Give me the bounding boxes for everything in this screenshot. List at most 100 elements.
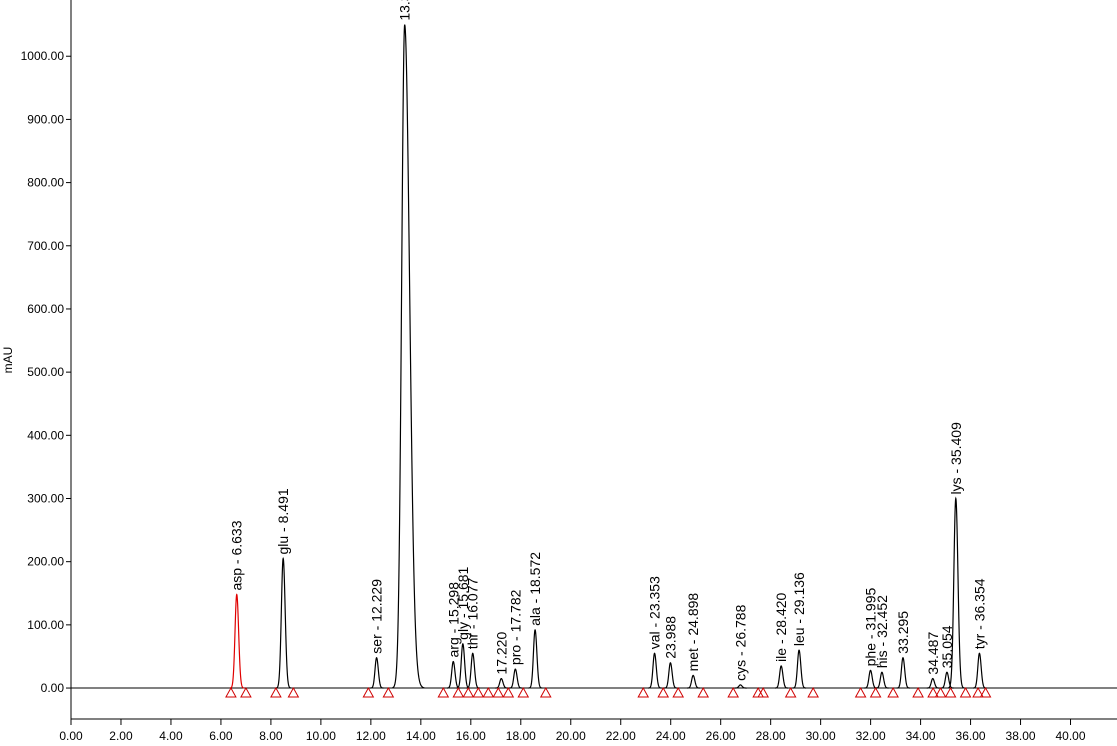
peak-label: 34.487 (925, 632, 941, 675)
baseline-mark (944, 687, 957, 698)
x-tick-label: 14.00 (406, 729, 436, 743)
peak-label: 13.354 (397, 0, 413, 21)
baseline-mark (757, 687, 770, 698)
peak (734, 684, 748, 689)
peak (792, 649, 807, 689)
peak (875, 671, 889, 689)
y-tick-label: 600.00 (27, 302, 64, 316)
peak-label: 17.220 (493, 632, 509, 675)
baseline-mark (784, 687, 797, 698)
baseline-mark (807, 687, 819, 698)
peak-label: thr - 16.077 (465, 577, 481, 649)
baseline-mark (240, 687, 252, 698)
baseline-mark (727, 687, 740, 698)
y-tick-label: 500.00 (27, 365, 64, 379)
y-tick-label: 900.00 (27, 112, 64, 126)
peak (495, 677, 508, 689)
y-tick-label: 1000.00 (21, 49, 65, 63)
baseline-mark (657, 687, 670, 698)
peak-label: 33.295 (895, 611, 911, 654)
peak (392, 24, 425, 689)
peak (973, 652, 987, 689)
baseline-mark (697, 687, 710, 698)
peak-label: gly - 15.681 (455, 566, 471, 639)
peak (774, 665, 788, 689)
peak-label: cys - 26.788 (732, 604, 748, 680)
x-tick-label: 8.00 (259, 729, 283, 743)
baseline-mark (927, 687, 939, 698)
x-tick-label: 6.00 (209, 729, 233, 743)
x-tick-label: 40.00 (1056, 729, 1086, 743)
x-tick-label: 38.00 (1006, 729, 1036, 743)
peak (528, 629, 543, 689)
baseline-mark (869, 687, 882, 698)
baseline-mark (492, 687, 505, 698)
y-tick-label: 700.00 (27, 239, 64, 253)
peak-label: his - 32.452 (874, 595, 890, 668)
peak-label: tyr - 36.354 (971, 578, 987, 649)
x-tick-label: 34.00 (906, 729, 936, 743)
baseline-mark (517, 687, 530, 698)
x-tick-label: 20.00 (556, 729, 586, 743)
peak (229, 593, 245, 689)
baseline-mark (637, 687, 650, 698)
x-tick-label: 10.00 (306, 729, 336, 743)
x-tick-label: 2.00 (109, 729, 133, 743)
x-tick-label: 4.00 (159, 729, 183, 743)
x-tick-label: 22.00 (606, 729, 636, 743)
peak-label: leu - 29.136 (791, 572, 807, 646)
baseline-mark (502, 687, 515, 698)
baseline-mark (382, 687, 395, 698)
y-tick-label: 800.00 (27, 176, 64, 190)
peak-label: met - 24.898 (685, 593, 701, 672)
peak-label: pro - 17.782 (507, 589, 523, 665)
x-tick-label: 26.00 (706, 729, 736, 743)
baseline-mark (959, 687, 972, 698)
y-tick-label: 100.00 (27, 618, 64, 632)
peak (370, 656, 384, 689)
peak-label: glu - 8.491 (275, 488, 291, 554)
baseline-mark (462, 687, 475, 698)
baseline-mark (934, 687, 947, 698)
y-tick-label: 300.00 (27, 491, 64, 505)
baseline-mark (912, 687, 924, 698)
peak (466, 652, 480, 689)
peak-label: lys - 35.409 (948, 422, 964, 495)
y-tick-label: 400.00 (27, 428, 64, 442)
baseline-mark (225, 687, 237, 698)
y-axis-label: mAU (1, 347, 15, 374)
peak-label: 35.054 (939, 625, 955, 668)
peak (687, 674, 700, 689)
x-tick-label: 30.00 (806, 729, 836, 743)
baseline-mark (979, 687, 992, 698)
baseline-mark (887, 687, 899, 698)
baseline-mark (287, 687, 300, 698)
x-tick-label: 36.00 (956, 729, 986, 743)
peak-label: asp - 6.633 (229, 520, 245, 590)
baseline-mark (672, 687, 685, 698)
baseline-mark (437, 687, 450, 698)
x-tick-label: 32.00 (856, 729, 886, 743)
y-tick-label: 200.00 (27, 555, 64, 569)
baseline-mark (452, 687, 465, 698)
peak (926, 677, 940, 689)
x-tick-label: 28.00 (756, 729, 786, 743)
x-tick-label: 16.00 (456, 729, 486, 743)
peak (864, 669, 878, 689)
peak (275, 557, 292, 689)
x-tick-label: 0.00 (59, 729, 83, 743)
y-tick-label: 0.00 (41, 681, 65, 695)
baseline-mark (854, 687, 867, 698)
peak (648, 652, 662, 689)
baseline-mark (482, 687, 495, 698)
peak (896, 656, 910, 689)
peak (664, 662, 678, 689)
peak-label: ile - 28.420 (773, 592, 789, 661)
baseline-mark (972, 687, 984, 698)
baseline-mark (362, 687, 375, 698)
x-tick-label: 18.00 (506, 729, 536, 743)
peak (509, 668, 523, 689)
peak-label: 23.988 (662, 616, 678, 659)
peak (940, 671, 954, 689)
